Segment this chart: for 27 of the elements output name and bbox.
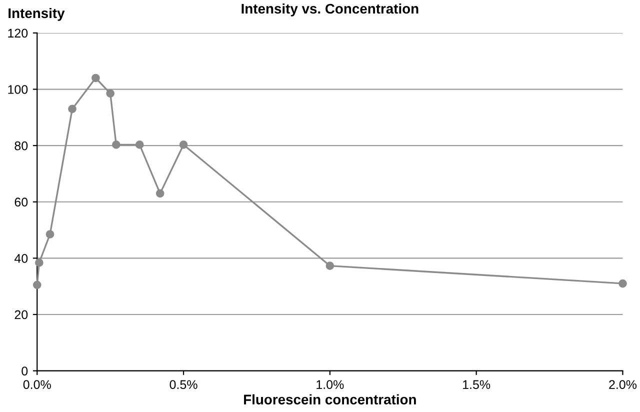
point — [618, 279, 627, 288]
chart-title: Intensity vs. Concentration — [242, 3, 418, 16]
point — [68, 104, 76, 114]
point — [326, 262, 334, 270]
x-tick-label: 0.0% — [23, 380, 51, 390]
point — [106, 89, 114, 98]
point — [156, 189, 164, 198]
point — [35, 258, 44, 267]
x-tick-label: 1.5% — [463, 380, 490, 390]
point — [46, 230, 54, 238]
y-tick-label: 120 — [8, 28, 28, 38]
point — [32, 280, 42, 290]
y-tick-label: 40 — [14, 254, 28, 263]
point — [135, 140, 144, 149]
x-tick-label: 0.5% — [170, 380, 198, 390]
y-tick-label: 60 — [14, 198, 28, 207]
point — [92, 74, 100, 82]
y-tick-label: 100 — [8, 85, 28, 94]
y-tick-label: 80 — [14, 141, 28, 150]
point — [179, 140, 188, 149]
x-tick-label: 1.0% — [316, 380, 344, 390]
x-axis-title: Fluorescein concentration — [244, 394, 416, 404]
point — [112, 140, 120, 149]
y-tick-label: 0 — [22, 366, 28, 376]
y-tick-label: 20 — [14, 310, 28, 320]
x-tick-label: 2.0% — [609, 380, 637, 390]
y-axis-title: Intensity — [8, 8, 65, 21]
